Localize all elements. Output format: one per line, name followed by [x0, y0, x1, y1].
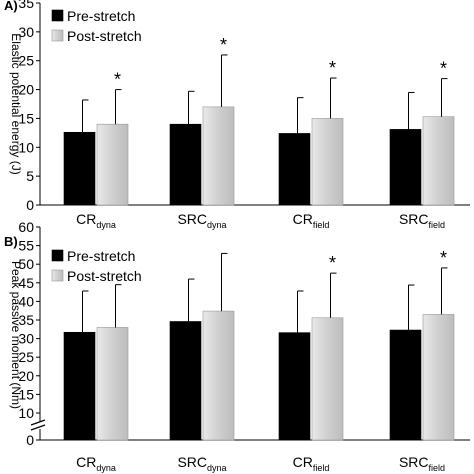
bar-post-stretch: [202, 106, 235, 206]
y-tick-label: 30: [18, 24, 34, 40]
bar-pre-stretch: [389, 129, 422, 206]
y-tick-label: 50: [18, 256, 34, 272]
chart-panel-a: A) Elastic potential energy (J) 0 5 10 15 20 25…: [4, 0, 470, 230]
x-category-label: SRCdyna: [177, 454, 226, 473]
y-tick-label: 20: [18, 82, 34, 98]
x-category-label: CRfield: [293, 211, 330, 230]
y-tick-label: 35: [18, 0, 34, 11]
y-tick-label: 35: [18, 312, 34, 328]
legend-swatch-post: [51, 29, 64, 42]
panel-label: B): [4, 234, 18, 249]
y-tick-label: 40: [18, 293, 34, 309]
bar-pre-stretch: [63, 131, 96, 206]
bar-post-stretch: [422, 116, 455, 206]
y-tick-label: 0: [26, 432, 34, 448]
x-category-label: CRfield: [293, 454, 330, 473]
bar-post-stretch: [311, 317, 344, 441]
y-tick-label: 5: [26, 168, 34, 184]
bar-post-stretch: [96, 327, 129, 441]
x-category-label: CRdyna: [76, 454, 116, 473]
legend-swatch-post: [51, 269, 64, 282]
bar-pre-stretch: [169, 123, 202, 206]
y-tick-label: 15: [18, 110, 34, 126]
significance-marker: *: [329, 58, 336, 78]
y-tick-label: 60: [18, 219, 34, 235]
legend-swatch-pre: [51, 249, 64, 262]
y-tick-label: 20: [18, 368, 34, 384]
y-axis-label: Elastic potential energy (J): [9, 33, 23, 174]
axis-break-mark: [30, 419, 46, 431]
y-tick-label: 55: [18, 238, 34, 254]
x-category-label: SRCfield: [399, 454, 445, 473]
significance-marker: *: [220, 35, 227, 55]
significance-marker: *: [329, 253, 336, 273]
bar-post-stretch: [311, 118, 344, 206]
legend-label: Pre-stretch: [67, 248, 135, 264]
legend-label: Pre-stretch: [67, 8, 135, 24]
bar-pre-stretch: [278, 332, 311, 441]
x-category-label: SRCfield: [399, 211, 445, 230]
bar-post-stretch: [96, 123, 129, 206]
y-tick-label: 10: [18, 139, 34, 155]
bar-pre-stretch: [63, 331, 96, 441]
y-tick-label: 25: [18, 349, 34, 365]
significance-marker: *: [114, 70, 121, 90]
y-tick-label: 30: [18, 331, 34, 347]
y-axis-label: Peak passive moment (Nm): [9, 261, 23, 409]
chart-panel-b: B) Peak passive moment (Nm) 0 10 15 20 25 30 35 4…: [4, 219, 470, 473]
panel-label: A): [4, 0, 18, 13]
y-tick-label: 15: [18, 386, 34, 402]
x-category-label: CRdyna: [76, 211, 116, 230]
y-tick-label: 0: [26, 197, 34, 213]
y-tick-label: 10: [18, 405, 34, 421]
significance-marker: *: [440, 248, 447, 268]
legend-label: Post-stretch: [67, 268, 142, 284]
bar-pre-stretch: [389, 329, 422, 441]
significance-marker: *: [440, 59, 447, 79]
bar-pre-stretch: [169, 321, 202, 441]
bar-post-stretch: [422, 314, 455, 441]
x-category-label: SRCdyna: [177, 211, 226, 230]
legend-swatch-pre: [51, 9, 64, 22]
bar-pre-stretch: [278, 133, 311, 206]
legend-label: Post-stretch: [67, 28, 142, 44]
legend: Pre-stretch Post-stretch: [51, 248, 142, 284]
legend: Pre-stretch Post-stretch: [51, 8, 142, 44]
bar-post-stretch: [202, 310, 235, 441]
y-tick-label: 25: [18, 53, 34, 69]
y-tick-label: 45: [18, 275, 34, 291]
